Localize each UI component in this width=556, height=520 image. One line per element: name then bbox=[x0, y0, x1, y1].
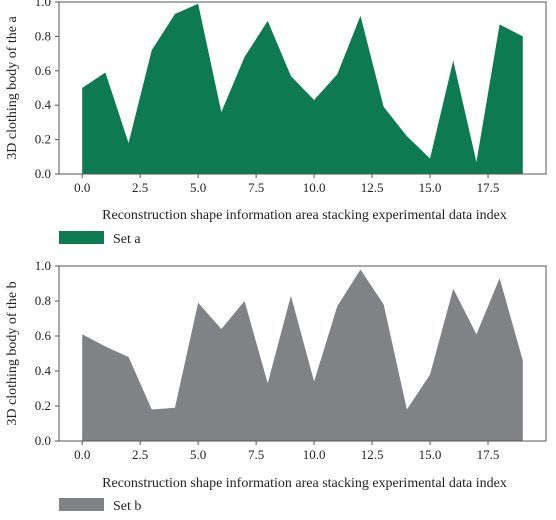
x-tick-label: 10.0 bbox=[303, 180, 326, 195]
x-tick-label: 12.5 bbox=[361, 180, 384, 195]
x-tick-label: 0.0 bbox=[74, 180, 90, 195]
x-axis-label: Reconstruction shape information area st… bbox=[102, 208, 507, 223]
x-tick-label: 7.5 bbox=[248, 180, 264, 195]
plot-frame bbox=[58, 1, 547, 175]
x-tick-label: 2.5 bbox=[132, 180, 148, 195]
y-tick-label: 0.2 bbox=[35, 132, 51, 147]
legend-label: Set b bbox=[113, 499, 141, 514]
y-tick-label: 0.8 bbox=[35, 28, 51, 43]
y-tick-label: 0.4 bbox=[35, 97, 52, 112]
area-series-1 bbox=[82, 269, 523, 441]
x-tick-label: 10.0 bbox=[303, 447, 326, 462]
x-tick-label: 15.0 bbox=[419, 180, 442, 195]
x-tick-label: 7.5 bbox=[248, 447, 264, 462]
y-tick-label: 0.6 bbox=[35, 63, 52, 78]
y-tick-label: 1.0 bbox=[35, 258, 51, 273]
x-tick-label: 17.5 bbox=[477, 180, 500, 195]
y-tick-label: 0.0 bbox=[35, 433, 51, 448]
plot-frame bbox=[58, 265, 547, 442]
x-axis-label: Reconstruction shape information area st… bbox=[102, 476, 507, 491]
legend: Set a bbox=[59, 231, 141, 247]
chart-panel-1: 0.0 2.5 5.0 7.5 10.0 12.5 15.0 17.5 0.0 0.2 0.4 0.6… bbox=[5, 0, 547, 247]
y-tick-label: 1.0 bbox=[35, 0, 51, 9]
x-tick-label: 2.5 bbox=[132, 447, 148, 462]
chart-panel-2: 0.0 2.5 5.0 7.5 10.0 12.5 15.0 17.5 0.0 0.2 0.4 0.6… bbox=[5, 258, 547, 514]
y-tick-label: 0.0 bbox=[35, 166, 51, 181]
y-tick-label: 0.8 bbox=[35, 293, 51, 308]
y-axis-label: 3D clothing body of the a bbox=[5, 15, 20, 159]
x-tick-label: 5.0 bbox=[190, 447, 206, 462]
x-tick-label: 5.0 bbox=[190, 180, 206, 195]
area-series-1 bbox=[82, 3, 523, 174]
legend-swatch bbox=[59, 498, 104, 511]
legend: Set b bbox=[59, 498, 141, 514]
y-tick-label: 0.4 bbox=[35, 363, 52, 378]
x-tick-label: 0.0 bbox=[74, 447, 90, 462]
y-tick-label: 0.6 bbox=[35, 328, 52, 343]
y-tick-label: 0.2 bbox=[35, 398, 51, 413]
x-tick-label: 12.5 bbox=[361, 447, 384, 462]
x-tick-label: 15.0 bbox=[419, 447, 442, 462]
y-axis-label: 3D clothing body of the b bbox=[5, 281, 20, 425]
legend-label: Set a bbox=[113, 232, 141, 247]
legend-swatch bbox=[59, 231, 104, 244]
x-tick-label: 17.5 bbox=[477, 447, 500, 462]
